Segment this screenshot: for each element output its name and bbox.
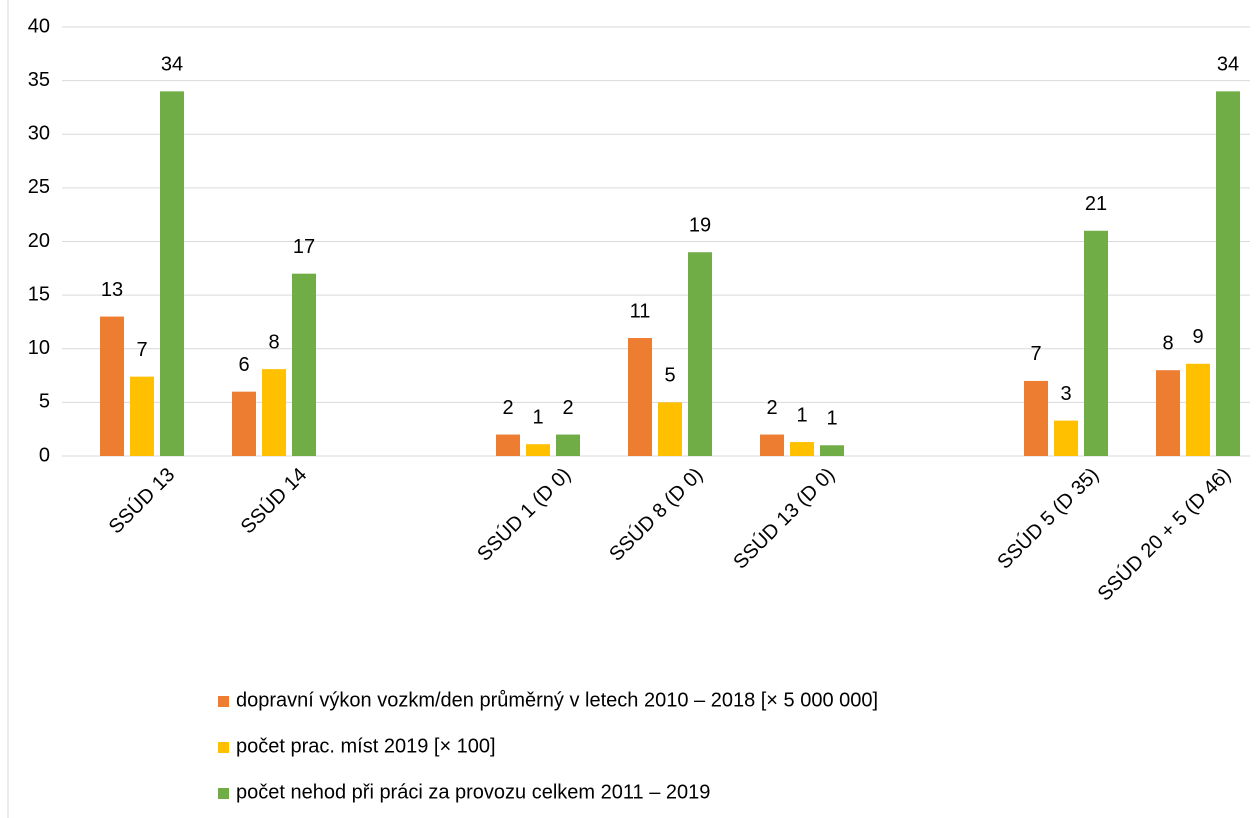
y-tick-label: 35 xyxy=(28,69,50,91)
legend-label: počet nehod při práci za provozu celkem … xyxy=(236,781,710,803)
data-label: 34 xyxy=(1217,54,1239,76)
bar xyxy=(1054,420,1078,456)
data-label: 34 xyxy=(161,54,183,76)
bar xyxy=(1186,363,1210,456)
data-label: 19 xyxy=(689,215,711,237)
legend-swatch xyxy=(218,788,229,799)
bar xyxy=(1216,91,1240,456)
y-tick-label: 15 xyxy=(28,283,50,305)
y-tick-label: 20 xyxy=(28,230,50,252)
bar xyxy=(232,391,256,456)
y-tick-label: 10 xyxy=(28,337,50,359)
data-label: 3 xyxy=(1060,383,1071,405)
y-tick-label: 5 xyxy=(39,391,50,413)
data-label: 17 xyxy=(293,236,315,258)
data-label: 1 xyxy=(826,408,837,430)
data-label: 8 xyxy=(268,331,279,353)
bar xyxy=(526,444,550,456)
bar xyxy=(292,273,316,456)
bar xyxy=(496,434,520,456)
data-label: 1 xyxy=(796,404,807,426)
data-label: 2 xyxy=(502,397,513,419)
bar xyxy=(658,402,682,456)
bar xyxy=(130,376,154,456)
y-tick-label: 25 xyxy=(28,176,50,198)
data-label: 6 xyxy=(238,354,249,376)
bar xyxy=(760,434,784,456)
data-label: 7 xyxy=(1030,343,1041,365)
x-tick-label: SSÚD 13 (D 0) xyxy=(729,463,840,574)
data-label: 11 xyxy=(630,300,651,322)
x-tick-label: SSÚD 20 + 5 (D 46) xyxy=(1093,463,1235,605)
legend-swatch xyxy=(218,696,229,707)
data-label: 7 xyxy=(136,339,147,361)
bar xyxy=(1024,380,1048,456)
legend-label: počet prac. míst 2019 [× 100] xyxy=(236,735,496,757)
x-tick-label: SSÚD 13 xyxy=(104,463,179,538)
x-tick-label: SSÚD 14 xyxy=(236,463,311,538)
legend-label: dopravní výkon vozkm/den průměrný v lete… xyxy=(236,689,878,711)
data-label: 2 xyxy=(562,397,573,419)
x-tick-label: SSÚD 1 (D 0) xyxy=(473,463,576,566)
bar xyxy=(688,252,712,456)
data-label: 9 xyxy=(1192,326,1203,348)
y-tick-label: 30 xyxy=(28,123,50,145)
bar xyxy=(790,442,814,456)
x-tick-label: SSÚD 5 (D 35) xyxy=(993,463,1104,574)
bar xyxy=(820,445,844,456)
bar xyxy=(262,369,286,456)
x-tick-label: SSÚD 8 (D 0) xyxy=(605,463,708,566)
y-tick-label: 40 xyxy=(28,15,50,37)
data-label: 5 xyxy=(664,365,675,387)
y-tick-label: 0 xyxy=(39,444,50,466)
data-label: 13 xyxy=(101,279,123,301)
bar xyxy=(628,338,652,456)
data-label: 8 xyxy=(1162,332,1173,354)
bar xyxy=(160,91,184,456)
bar xyxy=(556,434,580,456)
data-label: 21 xyxy=(1085,193,1107,215)
bar xyxy=(1084,230,1108,456)
bar xyxy=(100,316,124,456)
legend-swatch xyxy=(218,742,229,753)
data-label: 2 xyxy=(766,397,777,419)
data-label: 1 xyxy=(532,406,543,428)
bar xyxy=(1156,370,1180,456)
